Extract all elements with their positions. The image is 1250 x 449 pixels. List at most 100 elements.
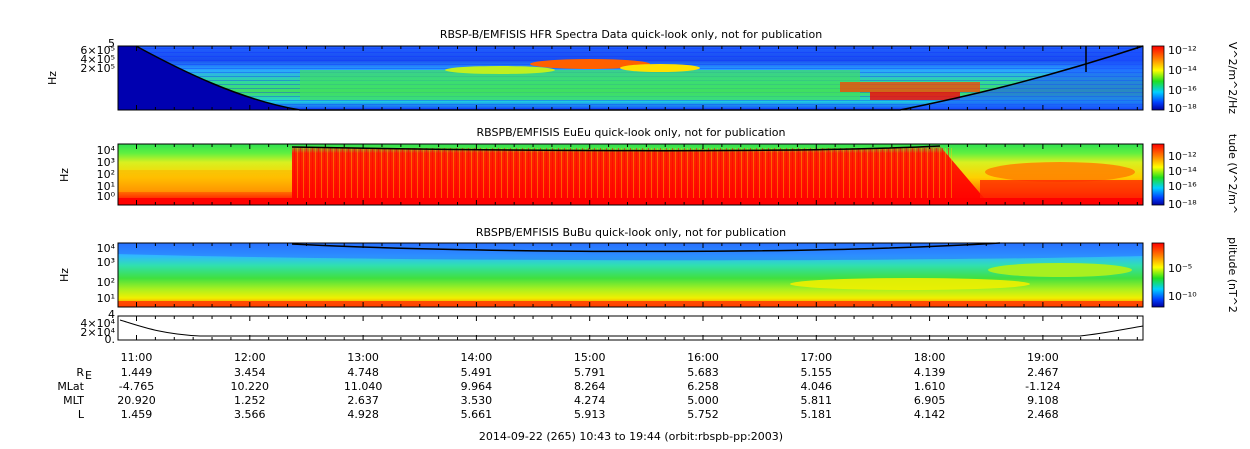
bubu-cbar-tick: 10⁻⁵ <box>1168 262 1192 275</box>
hfr-colorbar <box>1151 45 1165 111</box>
ephemeris-value: 4.274 <box>574 394 606 407</box>
eueu-ylabel: Hz <box>58 168 71 182</box>
time-tick-label: 19:00 <box>1027 351 1059 364</box>
bubu-bottom-strip <box>118 301 1143 307</box>
bubu-cbar-tick: 10⁻¹⁰ <box>1168 290 1197 303</box>
eueu-left-band <box>118 170 292 192</box>
ephemeris-value: 1.252 <box>234 394 266 407</box>
ephemeris-value: 5.913 <box>574 408 606 421</box>
hfr-activity-band <box>300 70 860 100</box>
ephemeris-value: 3.530 <box>461 394 493 407</box>
ephemeris-value: 5.155 <box>801 366 833 379</box>
ephemeris-value: 8.264 <box>574 380 606 393</box>
ephemeris-value: 9.108 <box>1027 394 1059 407</box>
hfr-panel-title: RBSP-B/EMFISIS HFR Spectra Data quick-lo… <box>440 28 822 41</box>
eueu-cbar-tick: 10⁻¹⁴ <box>1168 165 1197 178</box>
hfr-ytick: 2×10⁵ <box>80 62 115 75</box>
eueu-ytick: 10³ <box>97 156 115 169</box>
bubu-cbar-label: plitude (nT^2 <box>1226 237 1239 313</box>
ephemeris-value: 4.142 <box>914 408 946 421</box>
ephemeris-value: 5.683 <box>687 366 719 379</box>
ephemeris-value: 4.046 <box>801 380 833 393</box>
eueu-frame <box>117 143 1144 206</box>
time-tick-label: 15:00 <box>574 351 606 364</box>
bubu-ytick: 10⁴ <box>97 242 116 255</box>
ephemeris-value: -1.124 <box>1025 380 1060 393</box>
eueu-panel: RBSPB/EMFISIS EuEu quick-look only, not … <box>58 126 1239 214</box>
hfr-cbar-tick: 10⁻¹⁶ <box>1168 84 1197 97</box>
footer-time-range: 2014-09-22 (265) 10:43 to 19:44 (orbit:r… <box>479 430 783 443</box>
time-axis-ticks: 11:00 12:00 13:00 14:00 15:00 16:00 17:00 18:00… <box>121 46 1138 364</box>
hfr-emission-blob <box>445 66 555 74</box>
ephemeris-value: 6.258 <box>687 380 719 393</box>
bubu-frame <box>117 242 1144 308</box>
eueu-cbar-label: tude (V^2/m^ <box>1226 134 1239 214</box>
hfr-cbar-tick: 10⁻¹⁸ <box>1168 102 1197 115</box>
hfr-ytick: 6×10⁵ <box>80 44 115 57</box>
line-ytick: 0. <box>105 333 116 346</box>
hfr-activity-band <box>870 92 960 100</box>
eueu-cbar-tick: 10⁻¹⁶ <box>1168 180 1197 193</box>
ephemeris-value: 10.220 <box>231 380 270 393</box>
eueu-ytick: 10⁴ <box>97 144 116 157</box>
hfr-cbar-tick: 10⁻¹⁴ <box>1168 64 1197 77</box>
line-top-tick: 4 <box>108 308 115 321</box>
hfr-top-tick: 5 <box>108 37 115 50</box>
time-tick-label: 17:00 <box>800 351 832 364</box>
hfr-emission-blob <box>530 59 650 69</box>
line-panel: 4 4×10⁴ 2×10⁴ 0. <box>80 308 1144 346</box>
ephemeris-value: 5.811 <box>801 394 833 407</box>
ephemeris-value: 5.491 <box>461 366 493 379</box>
ephemeris-value: 4.928 <box>347 408 379 421</box>
ephemeris-value: 9.964 <box>461 380 493 393</box>
ephemeris-row-label: L <box>78 408 85 421</box>
time-tick-label: 11:00 <box>121 351 153 364</box>
ephemeris-table: R E 1.449 3.454 4.748 5.491 5.791 5.683 5.155 4.1… <box>57 366 1060 421</box>
hfr-cbar-label: V^2/m^2/Hz <box>1226 42 1239 114</box>
ephemeris-value: 5.181 <box>801 408 833 421</box>
eueu-bottom-strip <box>118 198 1143 205</box>
ephemeris-row-label: MLat <box>57 380 84 393</box>
bubu-panel: RBSPB/EMFISIS BuBu quick-look only, not … <box>58 226 1239 313</box>
time-tick-label: 13:00 <box>347 351 379 364</box>
ephemeris-value: 11.040 <box>344 380 383 393</box>
eueu-panel-title: RBSPB/EMFISIS EuEu quick-look only, not … <box>476 126 785 139</box>
hfr-ylabel: Hz <box>46 71 59 85</box>
ephemeris-value: 2.467 <box>1027 366 1059 379</box>
eueu-right-band <box>985 162 1135 182</box>
ephemeris-value: -4.765 <box>119 380 154 393</box>
eueu-stripes <box>292 148 952 205</box>
bubu-ytick: 10³ <box>97 256 115 269</box>
line-ytick: 2×10⁴ <box>80 326 115 339</box>
time-tick-label: 18:00 <box>914 351 946 364</box>
bubu-ytick: 10¹ <box>97 292 115 305</box>
bubu-ylabel: Hz <box>58 268 71 282</box>
hfr-dark-region <box>118 46 300 110</box>
ephemeris-value: 1.449 <box>121 366 153 379</box>
ephemeris-value: 20.920 <box>117 394 156 407</box>
ephemeris-value: 5.661 <box>461 408 493 421</box>
hfr-activity-band <box>840 82 980 92</box>
ephemeris-value: 5.000 <box>687 394 719 407</box>
bubu-right-band <box>988 263 1132 277</box>
ephemeris-value: 1.610 <box>914 380 946 393</box>
ephemeris-value: 1.459 <box>121 408 153 421</box>
eueu-colorbar <box>1151 143 1165 206</box>
eueu-ytick: 10⁰ <box>97 190 116 203</box>
ephemeris-row-label: MLT <box>63 394 84 407</box>
hfr-cbar-tick: 10⁻¹² <box>1168 44 1197 57</box>
hfr-dark-region <box>900 46 1143 110</box>
ephemeris-value: 4.748 <box>347 366 379 379</box>
line-plot-trace <box>119 319 1144 337</box>
eueu-cbar-tick: 10⁻¹⁸ <box>1168 198 1197 211</box>
bubu-panel-title: RBSPB/EMFISIS BuBu quick-look only, not … <box>476 226 786 239</box>
bubu-ytick: 10² <box>97 276 115 289</box>
ephemeris-value: 2.468 <box>1027 408 1059 421</box>
ephemeris-value: 6.905 <box>914 394 946 407</box>
eueu-cbar-tick: 10⁻¹² <box>1168 150 1197 163</box>
eueu-ytick: 10¹ <box>97 180 115 193</box>
ephemeris-value: 2.637 <box>347 394 379 407</box>
ephemeris-value: 5.791 <box>574 366 606 379</box>
ephemeris-value: 4.139 <box>914 366 946 379</box>
